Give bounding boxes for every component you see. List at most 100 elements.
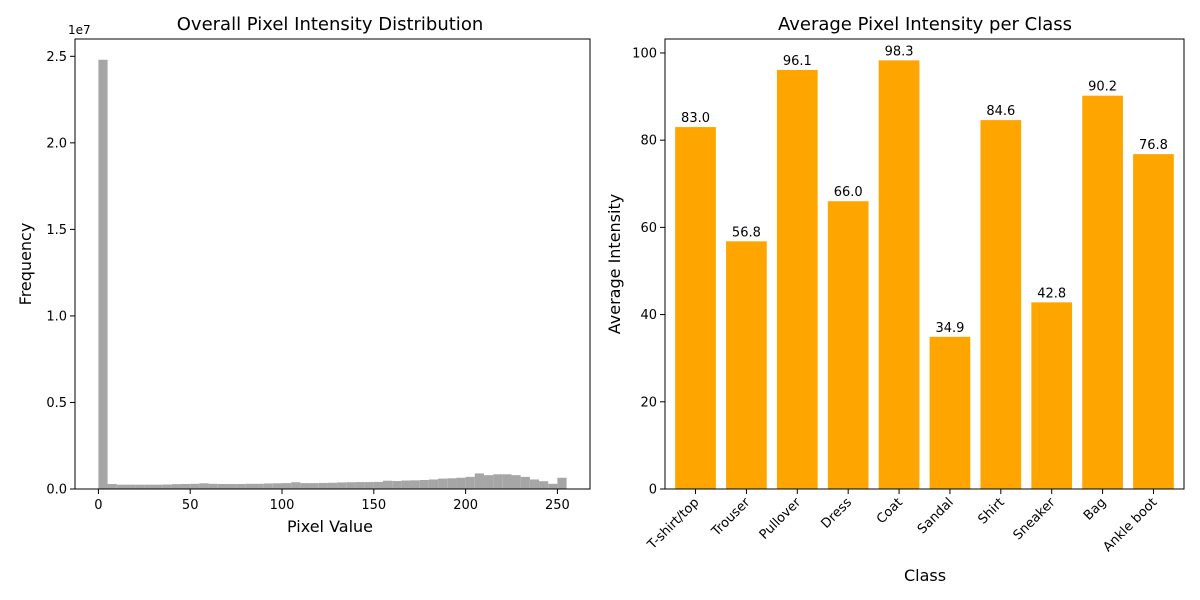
histogram-bar [392, 481, 402, 489]
class-bar-value-label: 76.8 [1139, 138, 1168, 153]
histogram-bar [199, 483, 209, 489]
histogram-bar [401, 480, 411, 489]
class-chart-title: Average Pixel Intensity per Class [778, 14, 1072, 35]
histogram-bar [502, 474, 512, 489]
class-y-tick-label: 40 [640, 308, 657, 323]
histogram-bar [474, 473, 484, 489]
histogram-bar [318, 482, 328, 489]
histogram-bar [456, 477, 466, 489]
histogram-bar [226, 483, 237, 489]
histogram-bar [217, 483, 227, 489]
histogram-bar [263, 483, 273, 489]
histogram-bar [309, 483, 319, 489]
histogram-bar [98, 59, 108, 490]
histogram-bar [291, 482, 301, 489]
histogram-bar [557, 477, 567, 489]
histogram-chart: Overall Pixel Intensity Distribution 1e7… [16, 14, 591, 536]
histogram-x-ticks: 0 50 100 150 200 250 [94, 489, 570, 513]
histogram-bar [520, 476, 530, 489]
histogram-bar [116, 484, 126, 489]
class-axes-frame [664, 38, 1185, 490]
histogram-bar [438, 478, 448, 489]
class-bar-value-label: 84.6 [986, 104, 1015, 119]
histogram-bar [245, 483, 255, 489]
histogram-bar [162, 484, 172, 489]
class-bar-value-label: 34.9 [935, 321, 964, 336]
histogram-bar [135, 484, 145, 489]
class-bar-value-label: 98.3 [885, 44, 914, 59]
histogram-y-tick-label: 2.0 [46, 136, 67, 151]
class-bar-value-label: 42.8 [1037, 286, 1066, 301]
class-bar [1031, 302, 1073, 489]
histogram-title: Overall Pixel Intensity Distribution [177, 14, 483, 35]
class-x-axis-label: Class [904, 566, 946, 585]
class-bar-value-label: 96.1 [783, 54, 812, 69]
class-y-ticks: 0 20 40 60 80 100 [632, 46, 665, 498]
histogram-y-offset-text: 1e7 [68, 23, 91, 37]
histogram-bar [483, 475, 494, 489]
class-y-tick-label: 100 [632, 46, 657, 61]
histogram-x-tick-label: 150 [361, 498, 386, 513]
histogram-x-tick-label: 50 [182, 498, 199, 513]
histogram-bar [355, 482, 365, 489]
histogram-x-tick-label: 100 [270, 498, 295, 513]
histogram-bar [327, 482, 338, 489]
histogram-x-tick-label: 200 [453, 498, 478, 513]
histogram-bar [511, 475, 521, 489]
class-bars: 83.0 56.8 96.1 66.0 98.3 34.9 84.6 42.8 90.2 76.8 [675, 44, 1174, 490]
class-bar [1133, 154, 1174, 489]
class-bar [878, 60, 920, 490]
histogram-bar [529, 479, 540, 489]
histogram-bar [208, 483, 218, 489]
histogram-bar [493, 474, 503, 489]
class-bar-value-label: 90.2 [1088, 80, 1117, 95]
histogram-bar [364, 482, 374, 489]
histogram-bar [107, 483, 117, 489]
class-y-tick-label: 80 [640, 134, 657, 149]
histogram-bar [337, 482, 347, 489]
histogram-bar [382, 480, 393, 489]
class-bar [675, 127, 716, 490]
class-y-axis-label: Average Intensity [605, 194, 624, 334]
histogram-y-tick-label: 0.0 [46, 483, 67, 498]
histogram-bar [346, 482, 356, 489]
histogram-y-axis-label: Frequency [16, 223, 35, 306]
histogram-y-tick-label: 1.0 [46, 309, 67, 324]
histogram-x-axis-label: Pixel Value [287, 517, 373, 536]
histogram-axes-frame [74, 38, 591, 490]
histogram-y-tick-label: 2.5 [46, 50, 67, 65]
histogram-bar [428, 479, 439, 489]
class-bar [980, 120, 1022, 490]
class-y-tick-label: 60 [640, 221, 657, 236]
class-bar-value-label: 56.8 [732, 225, 761, 240]
histogram-y-ticks: 0.0 0.5 1.0 1.5 2.0 2.5 [46, 50, 75, 498]
histogram-bar [125, 484, 136, 489]
class-bar [776, 69, 818, 490]
class-bar [929, 336, 971, 489]
class-bar [726, 241, 767, 489]
histogram-bar [300, 483, 310, 489]
histogram-bar [144, 484, 154, 489]
histogram-bar [465, 476, 475, 489]
histogram-bar [447, 478, 457, 489]
histogram-bar [254, 483, 264, 489]
class-bar [1082, 95, 1123, 490]
class-bar [827, 201, 869, 490]
histogram-bar [190, 483, 200, 489]
histogram-bar [272, 483, 283, 489]
histogram-bar [171, 484, 182, 489]
histogram-bar [539, 481, 549, 489]
histogram-bar [181, 483, 191, 489]
histogram-bar [236, 483, 246, 489]
class-y-tick-label: 20 [640, 395, 657, 410]
histogram-bar [373, 481, 383, 489]
histogram-bar [410, 480, 420, 489]
class-y-tick-label: 0 [649, 483, 657, 498]
histogram-bars [98, 59, 567, 490]
histogram-x-tick-label: 250 [545, 498, 570, 513]
histogram-bar [548, 483, 558, 489]
histogram-y-tick-label: 1.5 [46, 223, 67, 238]
histogram-x-tick-label: 0 [94, 498, 102, 513]
class-bar-value-label: 83.0 [681, 111, 710, 126]
